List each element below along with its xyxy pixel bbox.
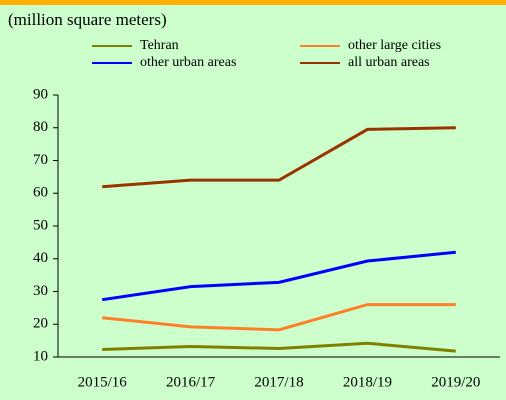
chart-title: (million square meters) bbox=[8, 10, 167, 29]
y-tick-label: 90 bbox=[33, 86, 48, 102]
legend-label: other large cities bbox=[348, 38, 441, 53]
y-tick-label: 70 bbox=[33, 152, 48, 168]
series-line bbox=[101, 250, 456, 302]
x-tick-label: 2018/19 bbox=[343, 374, 392, 390]
y-tick-label: 80 bbox=[33, 119, 48, 135]
y-tick-label: 60 bbox=[33, 185, 48, 201]
legend-label: other urban areas bbox=[140, 55, 236, 70]
legend-label: all urban areas bbox=[348, 55, 430, 70]
y-tick-label: 10 bbox=[33, 348, 48, 364]
top-bar bbox=[0, 0, 506, 5]
x-tick-label: 2017/18 bbox=[254, 374, 303, 390]
y-tick-label: 30 bbox=[33, 283, 48, 299]
y-tick-label: 40 bbox=[33, 250, 48, 266]
series-line bbox=[102, 303, 456, 332]
y-tick-label: 50 bbox=[33, 217, 48, 233]
series-line bbox=[102, 341, 456, 353]
x-tick-label: 2015/16 bbox=[78, 374, 128, 390]
series-line bbox=[102, 126, 456, 189]
x-tick-label: 2016/17 bbox=[166, 374, 216, 390]
legend-label: Tehran bbox=[140, 38, 179, 53]
y-tick-label: 20 bbox=[33, 316, 48, 332]
x-tick-label: 2019/20 bbox=[431, 374, 480, 390]
